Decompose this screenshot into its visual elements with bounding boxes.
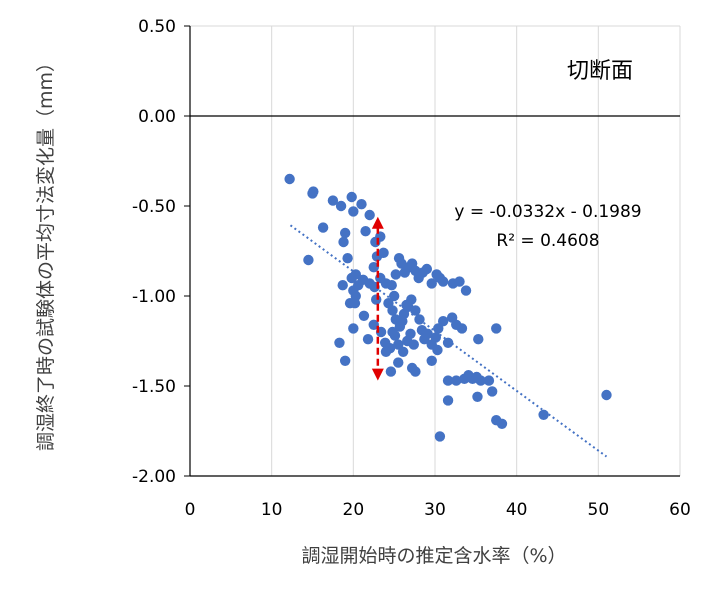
data-point [334,337,345,348]
data-point [483,375,495,386]
y-tick-label: -1.00 [132,287,176,307]
x-tick-label: 0 [185,500,196,520]
data-point [434,431,446,442]
data-point [348,206,359,217]
data-point [335,200,347,212]
data-point [472,391,483,402]
data-point [393,357,404,368]
data-point [397,346,409,357]
data-point [358,310,370,321]
data-point [442,375,454,386]
data-point [397,316,408,327]
data-point [346,191,357,203]
panel-label: 切断面 [567,59,633,84]
data-point [486,386,498,397]
data-point [410,366,421,377]
data-point [364,209,375,221]
data-point [410,305,421,316]
data-point [339,227,351,239]
y-tick-label: -0.50 [132,197,176,217]
data-point [308,186,319,197]
range-arrow-head-down [371,368,384,381]
data-point [385,366,397,377]
data-point [454,276,465,287]
x-tick-label: 10 [261,500,283,520]
data-point [405,328,416,339]
range-arrow-group [371,216,384,381]
x-tick-label: 20 [343,500,365,520]
data-point [386,280,397,291]
data-point [475,375,486,386]
y-tick-label: 0.00 [138,107,176,127]
data-point [356,199,367,210]
data-point [601,389,612,401]
data-point [442,395,454,406]
data-point [380,346,392,357]
data-point [317,222,329,233]
data-point [426,355,437,366]
data-point [390,269,401,280]
data-point [348,323,359,334]
data-point [342,253,353,264]
data-point [491,323,502,334]
data-point [538,409,549,420]
data-point [442,337,454,348]
data-point [378,247,389,258]
y-tick-label: -2.00 [132,467,176,487]
data-point [327,195,339,206]
y-axis-label: 調湿終了時の試験体の平均寸法変化量（mm） [35,53,57,451]
data-point [362,334,374,345]
y-tick-label: -1.50 [132,377,176,397]
r-squared-label: R² = 0.4608 [496,231,599,251]
trendline-equation: y = -0.0332x - 0.1989 [454,202,641,222]
data-point [284,173,295,185]
data-point [426,278,437,289]
data-point [338,236,349,248]
data-point [360,226,371,237]
data-point [337,280,348,291]
data-point [408,339,419,350]
data-point [388,290,400,302]
data-point [496,418,508,429]
data-point [430,332,442,343]
range-arrow-head-up [371,216,384,229]
x-tick-label: 50 [588,500,610,520]
data-point [346,272,357,284]
data-point [473,334,484,345]
data-point [368,319,379,330]
y-tick-label: 0.50 [138,17,176,37]
x-axis-label: 調湿開始時の推定含水率（%） [301,545,566,567]
data-point [456,323,468,334]
axes [184,25,680,477]
x-tick-label: 40 [506,500,528,520]
data-point [422,328,433,339]
data-point [303,254,314,266]
gridlines [190,25,681,476]
data-point [460,285,472,296]
data-point [437,276,449,287]
data-point [387,326,398,338]
data-point [371,294,382,305]
data-point [432,344,443,356]
x-tick-label: 30 [424,500,446,520]
data-point [387,305,398,316]
data-point [349,298,361,309]
tick-labels: -2.00 -1.50 -1.00 -0.50 0.00 0.50 0 10 20 30 40 50 6… [132,17,691,520]
x-tick-label: 60 [669,500,691,520]
data-point [451,375,462,386]
data-point [339,355,351,366]
data-point [437,316,449,327]
data-point [368,262,379,273]
data-points [284,173,612,442]
data-point [401,299,412,311]
data-point [421,263,433,275]
data-point [414,314,425,325]
